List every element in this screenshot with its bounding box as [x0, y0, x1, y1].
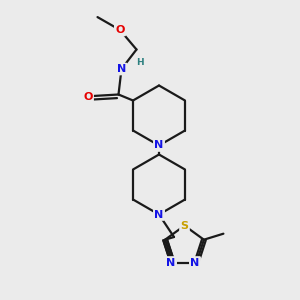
Text: O: O [115, 25, 125, 35]
Text: N: N [117, 64, 126, 74]
Text: N: N [154, 209, 164, 220]
Text: S: S [181, 220, 188, 231]
Text: H: H [136, 58, 144, 67]
Text: N: N [167, 257, 176, 268]
Text: N: N [154, 140, 164, 151]
Text: O: O [83, 92, 93, 102]
Text: N: N [190, 257, 200, 268]
